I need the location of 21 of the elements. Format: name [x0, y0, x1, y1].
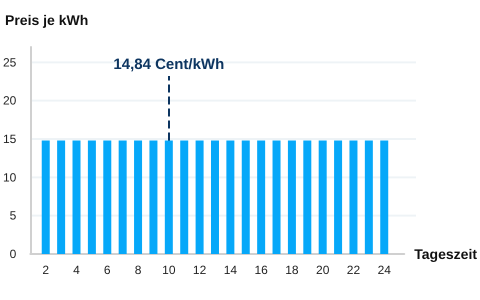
- annotation: 14,84 Cent/kWh: [113, 56, 224, 73]
- y-tick-label: 5: [10, 208, 17, 223]
- y-tick-label: 10: [2, 170, 17, 184]
- x-axis-title: Tageszeit: [414, 246, 478, 262]
- y-tick-label: 0: [10, 247, 17, 261]
- x-tick-label: 2: [42, 263, 50, 277]
- x-tick-label: 4: [73, 263, 80, 277]
- x-tick-label: 14: [224, 263, 238, 277]
- y-tick-label: 15: [2, 132, 17, 146]
- x-tick-label: 18: [285, 263, 299, 277]
- y-tick-label: 20: [2, 94, 17, 108]
- x-tick-label: 6: [104, 263, 111, 277]
- x-tick-label: 8: [134, 263, 142, 277]
- y-tick-label: 25: [2, 55, 17, 70]
- y-axis-title: Preis je kWh: [5, 12, 88, 28]
- x-tick-label: 12: [192, 263, 207, 277]
- x-tick-label: 22: [346, 263, 360, 277]
- x-tick-label: 10: [162, 263, 176, 277]
- x-tick-label: 24: [378, 263, 392, 277]
- x-tick-label: 16: [254, 263, 268, 277]
- x-tick-label: 20: [316, 263, 330, 277]
